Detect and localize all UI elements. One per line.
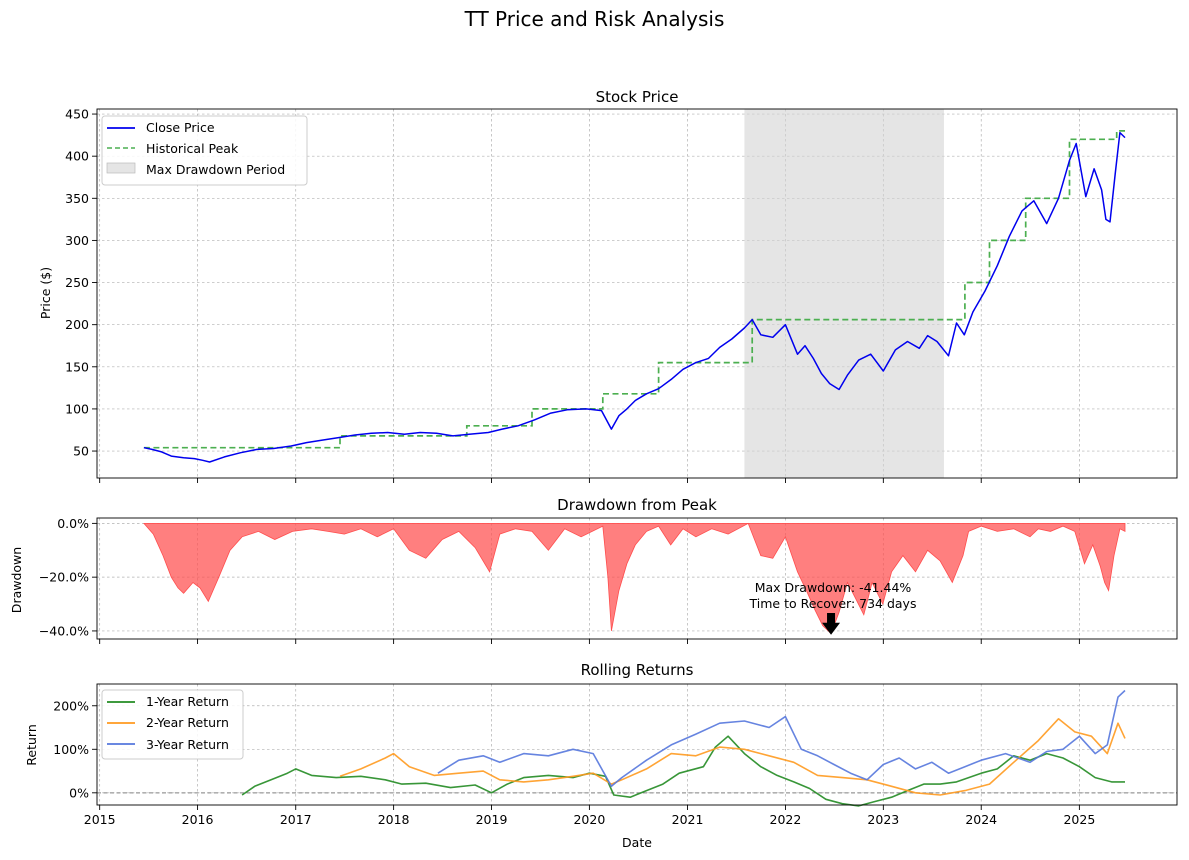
one-year-return-line (241, 735, 1125, 807)
rolling-legend: 1-Year Return 2-Year Return 3-Year Retur… (101, 689, 244, 760)
rolling-grid (97, 684, 1177, 805)
rolling-xticks: 2015 2016 2017 2018 2019 2020 2021 2022 2023 2024… (84, 805, 1095, 827)
xtick-label: 2021 (672, 812, 704, 827)
price-legend-box (101, 115, 308, 186)
xtick-label: 2024 (965, 812, 997, 827)
close-price-line (143, 131, 1126, 463)
legend-r1-label: 1-Year Return (146, 694, 229, 709)
drawdown-panel: Drawdown from Peak Drawdown 0.0% −20.0% −4… (9, 496, 1178, 644)
drawdown-area-fill (143, 522, 1126, 635)
xtick-label: 2016 (182, 812, 214, 827)
two-year-return-line (339, 718, 1126, 796)
price-legend: Close Price Historical Peak Max Drawdown… (101, 115, 308, 186)
rolling-panel-title: Rolling Returns (581, 661, 694, 679)
historical-peak-line (143, 130, 1125, 449)
drawdown-annotation: Max Drawdown: -41.44% Time to Recover: 7… (749, 580, 917, 635)
drawdown-xtick-marks (99, 639, 1080, 644)
ytick-label: 250 (65, 275, 89, 290)
legend-r2-label: 2-Year Return (146, 715, 229, 730)
drawdown-area (143, 522, 1126, 635)
price-panel: Stock Price Price ($) 50 100 150 200 250 300 3… (38, 88, 1178, 483)
rolling-axes-frame (96, 683, 1178, 806)
ytick-label: 400 (65, 149, 89, 164)
rolling-xlabel: Date (622, 835, 652, 850)
drawdown-yticks: 0.0% −20.0% −40.0% (39, 516, 97, 638)
drawdown-ylabel: Drawdown (9, 547, 24, 613)
xtick-label: 2015 (84, 812, 116, 827)
ytick-label: 0% (69, 785, 89, 800)
ytick-label: −20.0% (39, 570, 89, 585)
price-axes-frame (96, 108, 1178, 479)
legend-shade-swatch (106, 162, 136, 174)
legend-peak-label: Historical Peak (146, 141, 239, 156)
price-xtick-marks (99, 478, 1080, 483)
xtick-label: 2020 (573, 812, 605, 827)
ytick-label: 200% (53, 698, 89, 713)
three-year-return-line (437, 689, 1126, 788)
figure-title: TT Price and Risk Analysis (464, 7, 725, 31)
price-yticks: 50 100 150 200 250 300 350 400 450 (65, 107, 97, 459)
price-panel-title: Stock Price (596, 88, 679, 106)
xtick-label: 2023 (867, 812, 899, 827)
price-lines (143, 130, 1126, 463)
rolling-legend-box (101, 689, 244, 760)
ytick-label: 150 (65, 359, 89, 374)
ytick-label: 200 (65, 317, 89, 332)
xtick-label: 2017 (280, 812, 312, 827)
legend-r3-label: 3-Year Return (146, 737, 229, 752)
annotation-arrow (822, 613, 841, 635)
ytick-label: 350 (65, 191, 89, 206)
drawdown-axes-frame (96, 517, 1178, 640)
legend-close-label: Close Price (146, 120, 215, 135)
xtick-label: 2025 (1063, 812, 1095, 827)
ytick-label: 100 (65, 401, 89, 416)
annotation-line-1: Max Drawdown: -41.44% (755, 580, 912, 595)
ytick-label: 450 (65, 107, 89, 122)
ytick-label: 100% (53, 742, 89, 757)
xtick-label: 2018 (378, 812, 410, 827)
legend-shade-label: Max Drawdown Period (146, 162, 285, 177)
annotation-line-2: Time to Recover: 734 days (749, 596, 917, 611)
drawdown-panel-title: Drawdown from Peak (557, 496, 717, 514)
ytick-label: 0.0% (57, 516, 89, 531)
max-drawdown-shade (744, 109, 944, 478)
price-ylabel: Price ($) (38, 267, 53, 319)
ytick-label: 300 (65, 233, 89, 248)
rolling-ylabel: Return (24, 724, 39, 765)
ytick-label: 50 (73, 444, 89, 459)
xtick-label: 2022 (770, 812, 802, 827)
rolling-panel: Rolling Returns Return Date 0% 100% 200% 2… (24, 661, 1178, 850)
rolling-lines (97, 689, 1177, 807)
xtick-label: 2019 (476, 812, 508, 827)
ytick-label: −40.0% (39, 623, 89, 638)
rolling-yticks: 0% 100% 200% (53, 698, 97, 800)
